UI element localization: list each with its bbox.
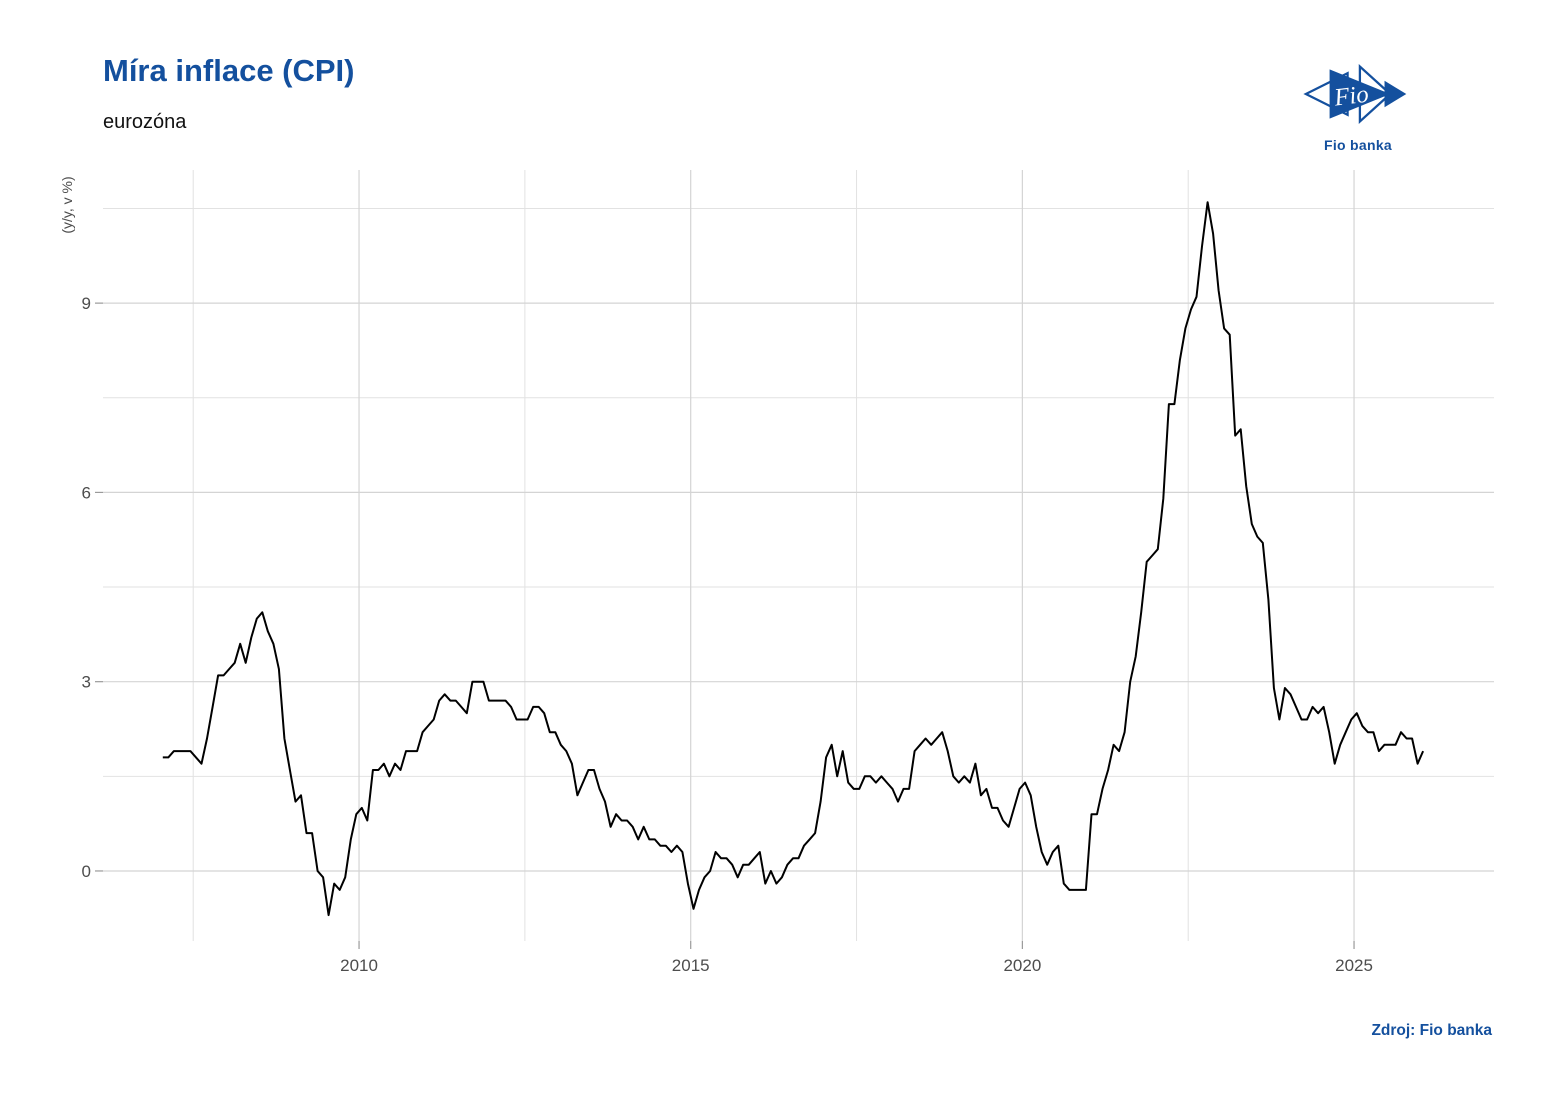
fio-logo-caption: Fio banka <box>1323 137 1393 153</box>
page-title: Míra inflace (CPI) <box>103 53 355 88</box>
svg-text:0: 0 <box>82 862 91 881</box>
fio-logo-icon: Fio <box>1303 63 1407 125</box>
svg-text:2015: 2015 <box>672 956 710 975</box>
grid-major <box>103 170 1494 941</box>
fio-logo-pennant <box>1329 69 1391 119</box>
source-label: Zdroj: Fio banka <box>1371 1022 1492 1039</box>
axis-ticks <box>95 302 1355 949</box>
cpi-series-line <box>162 201 1425 917</box>
chart-subtitle: eurozóna <box>103 111 187 133</box>
svg-text:6: 6 <box>82 483 91 502</box>
fio-logo: Fio Fio banka <box>1300 58 1416 153</box>
svg-text:3: 3 <box>82 673 91 692</box>
y-axis-labels: 0 3 6 9 <box>82 294 91 881</box>
x-axis-labels: 2010 2015 2020 2025 <box>340 956 1373 975</box>
svg-text:2010: 2010 <box>340 956 378 975</box>
svg-text:2025: 2025 <box>1335 956 1373 975</box>
fio-logo-brand: Fio <box>1332 81 1370 112</box>
svg-text:2020: 2020 <box>1003 956 1041 975</box>
fio-logo-right-arrow <box>1384 80 1407 108</box>
grid-minor <box>103 170 1494 941</box>
svg-text:9: 9 <box>82 294 91 313</box>
